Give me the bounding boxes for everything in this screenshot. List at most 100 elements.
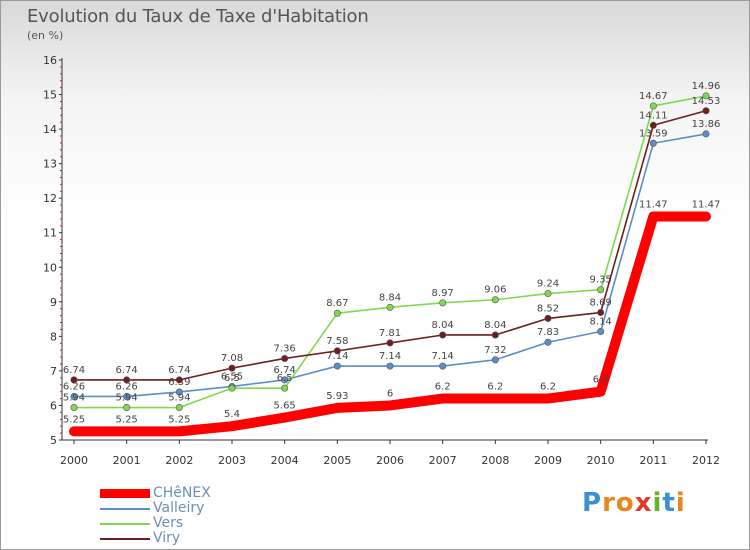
data-point-valleiry	[702, 130, 710, 138]
data-label-vers: 6.5	[224, 373, 240, 384]
data-point-vers	[649, 102, 657, 110]
x-tick-label: 2001	[113, 454, 141, 467]
data-point-vers	[333, 309, 341, 317]
legend-swatch-vers	[100, 523, 150, 525]
data-point-viry	[281, 354, 289, 362]
data-label-valleiry: 7.83	[537, 327, 559, 338]
y-tick-label: 11	[43, 227, 57, 240]
data-label-valleiry: 7.32	[484, 345, 506, 356]
y-tick-label: 6	[50, 399, 57, 412]
data-label-viry: 8.04	[484, 320, 506, 331]
data-label-vers: 5.94	[116, 393, 138, 404]
data-label-vers: 8.84	[379, 292, 401, 303]
data-label-viry: 14.53	[692, 96, 721, 107]
legend-swatch-chnex	[100, 489, 150, 498]
data-label-valleiry: 13.86	[692, 119, 721, 130]
data-label-viry: 6.74	[63, 365, 85, 376]
data-label-chnex: 6.2	[540, 382, 556, 393]
x-tick-label: 2002	[165, 454, 193, 467]
x-tick-label: 2003	[218, 454, 246, 467]
data-point-valleiry	[281, 376, 289, 384]
data-point-vers	[386, 303, 394, 311]
logo-letter: i	[652, 488, 663, 518]
x-tick-label: 2011	[639, 454, 667, 467]
data-label-chnex: 6.2	[487, 382, 503, 393]
data-label-vers: 9.35	[590, 275, 612, 286]
data-label-vers: 9.24	[537, 279, 559, 290]
data-label-chnex: 5.25	[168, 414, 190, 425]
data-point-valleiry	[123, 392, 131, 400]
data-point-valleiry	[439, 362, 447, 370]
data-point-viry	[702, 107, 710, 115]
y-tick-label: 13	[43, 158, 57, 171]
y-tick-label: 16	[43, 54, 57, 67]
data-point-viry	[649, 121, 657, 129]
x-tick-label: 2006	[376, 454, 404, 467]
data-label-vers: 8.97	[432, 288, 454, 299]
data-point-vers	[544, 290, 552, 298]
data-point-viry	[175, 376, 183, 384]
logo-letter: r	[602, 488, 616, 518]
data-label-vers: 6.5	[277, 373, 293, 384]
data-point-vers	[281, 384, 289, 392]
data-label-valleiry: 7.14	[326, 351, 348, 362]
data-point-viry	[544, 314, 552, 322]
data-point-valleiry	[649, 139, 657, 147]
y-tick-label: 14	[43, 123, 57, 136]
y-tick-label: 7	[50, 365, 57, 378]
data-point-vers	[491, 296, 499, 304]
y-tick-label: 15	[43, 89, 57, 102]
data-point-vers	[175, 404, 183, 412]
legend-swatch-valleiry	[100, 508, 150, 510]
data-label-chnex: 5.93	[326, 391, 348, 402]
y-tick-label: 5	[50, 434, 57, 447]
data-label-valleiry: 7.14	[432, 351, 454, 362]
logo-letter: P	[582, 488, 603, 518]
data-point-valleiry	[175, 388, 183, 396]
data-label-viry: 14.11	[639, 110, 668, 121]
proxiti-logo: Proxiti	[582, 488, 686, 518]
data-point-valleiry	[597, 328, 605, 336]
legend-label-viry: Viry	[153, 530, 181, 546]
data-point-valleiry	[544, 338, 552, 346]
data-label-vers: 5.94	[63, 393, 85, 404]
data-label-viry: 7.36	[274, 343, 296, 354]
logo-letter: t	[662, 488, 676, 518]
data-label-vers: 9.06	[484, 285, 506, 296]
data-label-viry: 7.81	[379, 328, 401, 339]
data-point-valleiry	[70, 392, 78, 400]
x-tick-label: 2000	[60, 454, 88, 467]
data-point-vers	[228, 384, 236, 392]
data-label-vers: 5.94	[168, 393, 190, 404]
data-label-chnex: 5.25	[116, 414, 138, 425]
data-point-viry	[228, 364, 236, 372]
data-label-viry: 8.69	[590, 298, 612, 309]
data-label-viry: 7.58	[326, 336, 348, 347]
logo-letter: x	[634, 488, 653, 518]
data-point-viry	[70, 376, 78, 384]
data-point-viry	[491, 331, 499, 339]
data-label-valleiry: 6.55	[221, 371, 243, 382]
data-label-vers: 14.96	[692, 81, 721, 92]
series-line-chnex	[69, 211, 711, 437]
data-label-chnex: 11.47	[692, 199, 721, 210]
data-label-valleiry: 7.14	[379, 351, 401, 362]
data-label-chnex: 6	[387, 388, 393, 399]
data-label-chnex: 6.2	[435, 382, 451, 393]
x-tick-label: 2010	[587, 454, 615, 467]
data-label-viry: 7.08	[221, 353, 243, 364]
legend-label-chnex: CHêNEX	[153, 485, 211, 501]
x-tick-label: 2012	[692, 454, 720, 467]
data-point-vers	[439, 299, 447, 307]
x-tick-label: 2008	[481, 454, 509, 467]
data-point-viry	[333, 347, 341, 355]
data-label-chnex: 11.47	[639, 199, 668, 210]
data-label-valleiry: 6.74	[274, 365, 296, 376]
chart-title: Evolution du Taux de Taxe d'Habitation	[27, 6, 369, 27]
data-point-viry	[123, 376, 131, 384]
data-label-vers: 8.67	[326, 298, 348, 309]
data-label-valleiry: 6.26	[63, 381, 85, 392]
logo-letter: o	[615, 488, 635, 518]
data-label-chnex: 5.25	[63, 414, 85, 425]
